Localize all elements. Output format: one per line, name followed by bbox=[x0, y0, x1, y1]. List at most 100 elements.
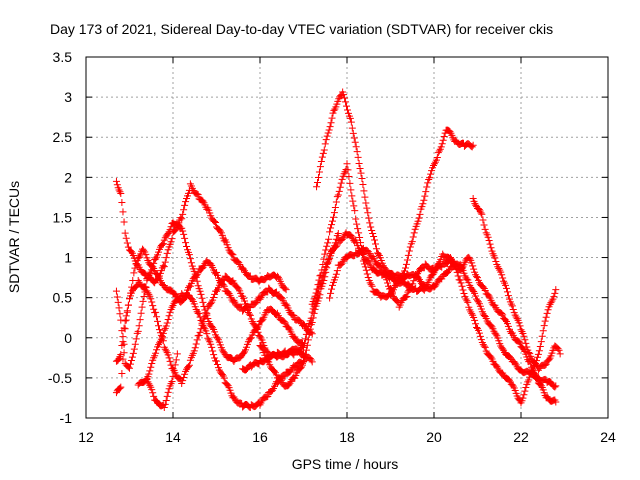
data-point bbox=[117, 316, 125, 324]
data-point bbox=[481, 225, 489, 233]
data-point bbox=[196, 313, 204, 321]
data-point bbox=[152, 255, 160, 263]
data-point bbox=[454, 272, 462, 280]
data-point bbox=[172, 356, 180, 364]
data-point bbox=[463, 297, 471, 305]
points-layer bbox=[112, 88, 564, 412]
data-point bbox=[167, 238, 175, 246]
y-tick-label: 1.5 bbox=[53, 209, 73, 225]
data-point bbox=[479, 216, 487, 224]
data-point bbox=[321, 250, 329, 258]
data-point bbox=[333, 267, 341, 275]
x-tick-label: 12 bbox=[78, 429, 94, 445]
data-point bbox=[281, 284, 289, 292]
data-point bbox=[305, 330, 313, 338]
data-point bbox=[194, 191, 202, 199]
data-point bbox=[486, 240, 494, 248]
data-point bbox=[332, 198, 340, 206]
data-point bbox=[354, 225, 362, 233]
data-point bbox=[191, 270, 199, 278]
data-point bbox=[505, 376, 513, 384]
data-point bbox=[472, 292, 480, 300]
series-track-9 bbox=[313, 88, 477, 281]
data-point bbox=[438, 140, 446, 148]
data-point bbox=[313, 285, 321, 293]
data-point bbox=[193, 336, 201, 344]
data-point bbox=[163, 249, 171, 257]
data-point bbox=[343, 160, 351, 168]
data-point bbox=[376, 262, 384, 270]
data-point bbox=[199, 298, 207, 306]
data-point bbox=[149, 389, 157, 397]
data-point bbox=[542, 360, 550, 368]
data-point bbox=[138, 303, 146, 311]
data-point bbox=[424, 179, 432, 187]
data-point bbox=[155, 339, 163, 347]
data-point bbox=[372, 240, 380, 248]
data-point bbox=[355, 229, 363, 237]
data-point bbox=[487, 353, 495, 361]
data-point bbox=[539, 327, 547, 335]
data-point bbox=[120, 324, 128, 332]
data-point bbox=[365, 214, 373, 222]
data-point bbox=[521, 387, 529, 395]
data-point bbox=[393, 297, 401, 305]
data-point bbox=[502, 316, 510, 324]
x-tick-label: 16 bbox=[252, 429, 268, 445]
data-point bbox=[515, 338, 523, 346]
data-point bbox=[209, 324, 217, 332]
data-point bbox=[367, 223, 375, 231]
data-point bbox=[198, 294, 206, 302]
data-point bbox=[503, 284, 510, 292]
data-point bbox=[345, 173, 353, 181]
series-track-5 bbox=[134, 290, 307, 412]
data-point bbox=[522, 339, 530, 347]
data-point bbox=[117, 351, 125, 359]
data-point bbox=[369, 230, 377, 238]
data-point bbox=[332, 270, 340, 278]
data-point bbox=[303, 341, 311, 349]
data-point bbox=[368, 226, 376, 234]
data-point bbox=[154, 271, 162, 279]
data-point bbox=[158, 333, 166, 341]
data-point bbox=[199, 263, 207, 271]
data-point bbox=[507, 300, 515, 308]
data-point bbox=[195, 309, 203, 317]
data-point bbox=[178, 215, 186, 223]
data-point bbox=[521, 336, 529, 344]
data-point bbox=[358, 174, 366, 182]
data-point bbox=[532, 372, 540, 380]
data-point bbox=[446, 128, 454, 136]
data-point bbox=[251, 322, 259, 330]
data-point bbox=[469, 262, 477, 270]
data-point bbox=[117, 383, 125, 391]
data-point bbox=[366, 219, 374, 227]
data-point bbox=[416, 210, 424, 218]
data-point bbox=[160, 263, 168, 271]
data-point bbox=[477, 209, 485, 217]
data-point bbox=[407, 284, 415, 292]
data-point bbox=[473, 273, 481, 281]
data-point bbox=[328, 221, 336, 229]
data-point bbox=[326, 294, 334, 302]
data-point bbox=[459, 286, 467, 294]
data-point bbox=[367, 281, 375, 289]
data-point bbox=[318, 153, 326, 161]
data-point bbox=[242, 300, 249, 308]
data-point bbox=[508, 302, 516, 310]
data-point bbox=[468, 143, 476, 151]
data-point bbox=[146, 367, 154, 375]
data-point bbox=[324, 239, 332, 247]
data-point bbox=[315, 276, 323, 284]
data-point bbox=[159, 262, 167, 270]
data-point bbox=[164, 315, 172, 323]
data-point bbox=[437, 255, 445, 263]
data-point bbox=[281, 319, 289, 327]
y-tick-label: 0.5 bbox=[53, 290, 73, 306]
data-point bbox=[342, 98, 350, 106]
data-point bbox=[481, 287, 489, 295]
data-point bbox=[146, 270, 154, 278]
data-point bbox=[470, 265, 478, 273]
series-track-11 bbox=[326, 244, 560, 407]
data-point bbox=[118, 369, 126, 377]
